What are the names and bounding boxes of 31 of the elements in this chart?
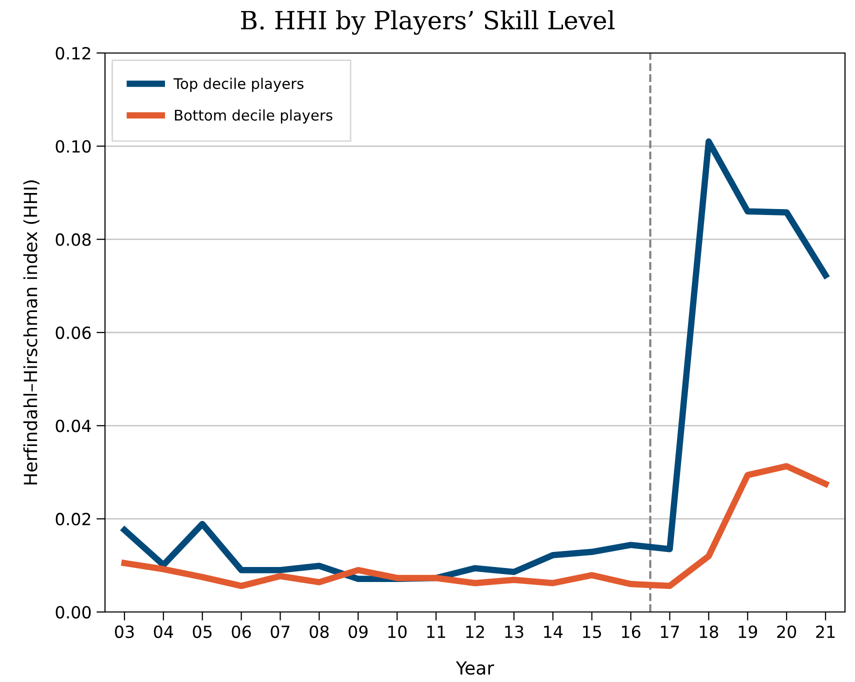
y-tick-label: 0.08 <box>56 233 91 246</box>
legend-label: Top decile players <box>174 78 304 92</box>
x-tick-label: 18 <box>700 625 718 638</box>
y-tick-label: 0.04 <box>56 420 91 432</box>
x-tick-label: 08 <box>310 625 329 638</box>
x-tick-label: 17 <box>660 626 679 638</box>
x-tick-label: 03 <box>114 625 134 638</box>
x-tick-label: 09 <box>348 625 368 638</box>
x-tick-label: 06 <box>232 625 251 638</box>
x-tick-label: 21 <box>816 625 835 638</box>
x-tick-label: 16 <box>622 625 640 638</box>
x-tick-label: 04 <box>154 625 174 638</box>
x-axis-title: Year <box>456 661 494 675</box>
x-tick-label: 12 <box>466 625 484 638</box>
y-tick-label: 0.10 <box>56 140 91 153</box>
x-tick-label: 10 <box>388 625 407 638</box>
x-tick-label: 13 <box>505 625 524 638</box>
y-tick-label: 0.02 <box>56 512 90 526</box>
y-tick-label: 0.12 <box>56 46 90 60</box>
x-tick-label: 20 <box>777 625 796 638</box>
x-tick-label: 11 <box>427 626 446 638</box>
x-tick-label: 14 <box>544 626 563 638</box>
chart-title: B. HHI by Players’ Skill Level <box>241 10 615 35</box>
x-tick-label: 15 <box>583 626 601 638</box>
x-tick-label: 07 <box>270 625 290 638</box>
legend-label: Bottom decile players <box>174 109 332 124</box>
y-axis-title: Herfindahl–Hirschman index (HHI) <box>23 180 40 484</box>
x-tick-label: 05 <box>192 625 212 638</box>
y-tick-label: 0.00 <box>56 606 91 619</box>
x-tick-label: 19 <box>738 625 758 638</box>
y-tick-label: 0.06 <box>56 326 91 340</box>
